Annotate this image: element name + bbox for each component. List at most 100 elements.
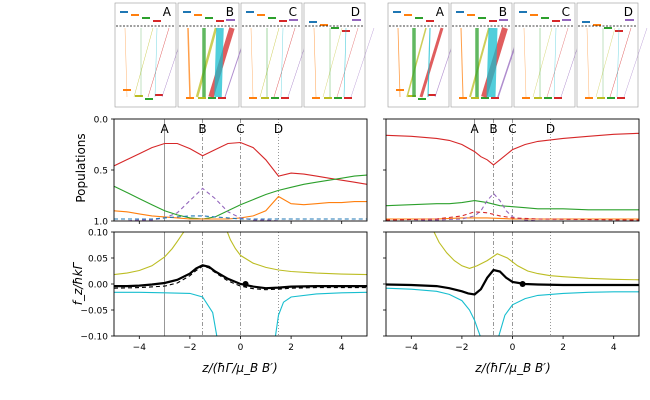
marker-label-b: B [198,122,206,136]
transition-line [124,27,128,98]
level-diagram-b: B [177,2,249,108]
series-cyan [386,287,481,336]
transition-line [336,27,359,98]
transition-line [427,27,431,98]
transition-line [595,27,616,98]
series-green [114,174,367,220]
x-tick-label: 4 [611,343,617,353]
series-purple [114,187,367,221]
y-tick-label: −0.05 [80,307,108,317]
marker-label-c: C [508,122,516,136]
transition-line [523,27,527,98]
series-blue [114,215,367,220]
transition-line [469,27,490,98]
x-axis-label-left: z/(ħΓ/μ_B B′) [201,361,277,375]
series-group [114,232,367,336]
transition-line [623,27,648,98]
level-diagram-b: B [450,2,522,108]
level-diagram-c: C [513,2,585,108]
series-dashed [114,265,367,291]
diagram-label: A [163,5,172,19]
marker-label-b: B [489,122,497,136]
transition-line [616,27,620,98]
transition-line [195,27,218,98]
transition-line [350,27,375,98]
marker-label-a: A [160,122,169,136]
diagram-label: C [562,5,570,19]
series-olive [114,232,185,276]
x-tick-label: −4 [405,343,419,353]
x-tick-label: 0 [238,343,244,353]
series-red [386,132,639,166]
series-pink [386,211,639,221]
series-total [386,268,639,296]
diagram-label: B [499,5,507,19]
transition-line [214,27,224,98]
plot-panels: A B C D0.00.51.0A B C D0.100.050.00−0.05−0.10−… [80,116,640,353]
right-force-panel: −4 −2 0 2 4 [383,231,640,353]
transition-line [154,27,158,98]
marker-label-c: C [236,122,244,136]
diagram-label: D [624,5,633,19]
series-group [114,141,367,221]
transition-line [322,27,343,98]
x-tick-label: −4 [133,343,147,353]
y-tick-label: 0.05 [88,255,108,265]
series-cyan-right [274,291,367,336]
transition-line [187,27,191,98]
transition-line [250,27,254,98]
equilibrium-point [242,281,249,287]
x-tick-label: 4 [339,343,345,353]
diagram-label: D [351,5,360,19]
transition-line [609,27,632,98]
x-axis-label-right: z/(ħΓ/μ_B B′) [474,361,550,375]
series-olive-right [226,232,367,276]
y-tick-label: 0.10 [88,229,108,239]
population-axis-label: Populations [74,133,88,202]
x-tick-label: −2 [455,343,468,353]
transition-line [397,27,401,98]
diagram-label: A [436,5,445,19]
series-cyan-right [498,291,639,336]
transition-line [532,27,553,98]
diagram-label: C [289,5,297,19]
x-tick-label: 2 [288,343,294,353]
x-tick-label: 2 [560,343,566,353]
transition-line [343,27,347,98]
y-tick-label: −0.10 [80,333,108,343]
left-force-panel: 0.10 0.05 0.00 −0.05 −0.10 −4 −2 0 2 4 [80,229,368,353]
transition-line [313,27,317,98]
transition-line [553,27,557,98]
series-cyan-left [114,291,218,336]
transition-line [133,27,154,98]
marker-label-a: A [470,122,479,136]
transition-line [460,27,464,98]
transition-line [419,27,444,98]
series-olive [433,232,639,281]
level-diagram-c: C [240,2,312,108]
y-tick-label: 0.00 [88,281,108,291]
x-tick-label: 0 [510,343,516,353]
level-diagram-d: D [303,2,375,108]
force-axis-label: f_z/ħkΓ [71,261,85,305]
transition-line [546,27,569,98]
transition-line [406,27,427,98]
marker-label-d: D [546,122,555,136]
x-tick-label: −2 [183,343,196,353]
transition-line [486,27,498,98]
transition-line [280,27,284,98]
level-diagram-a: A [114,2,186,108]
equilibrium-point [519,281,526,287]
diagram-label: B [226,5,234,19]
y-tick-label: 0.0 [94,116,109,126]
level-diagram-d: D [576,2,648,108]
left-populations-panel: A B C D 0.0 0.5 1.0 [94,116,368,228]
transition-line [259,27,280,98]
y-tick-label: 1.0 [94,218,109,228]
transition-line [147,27,170,98]
transition-line [586,27,590,98]
series-total [114,264,367,290]
